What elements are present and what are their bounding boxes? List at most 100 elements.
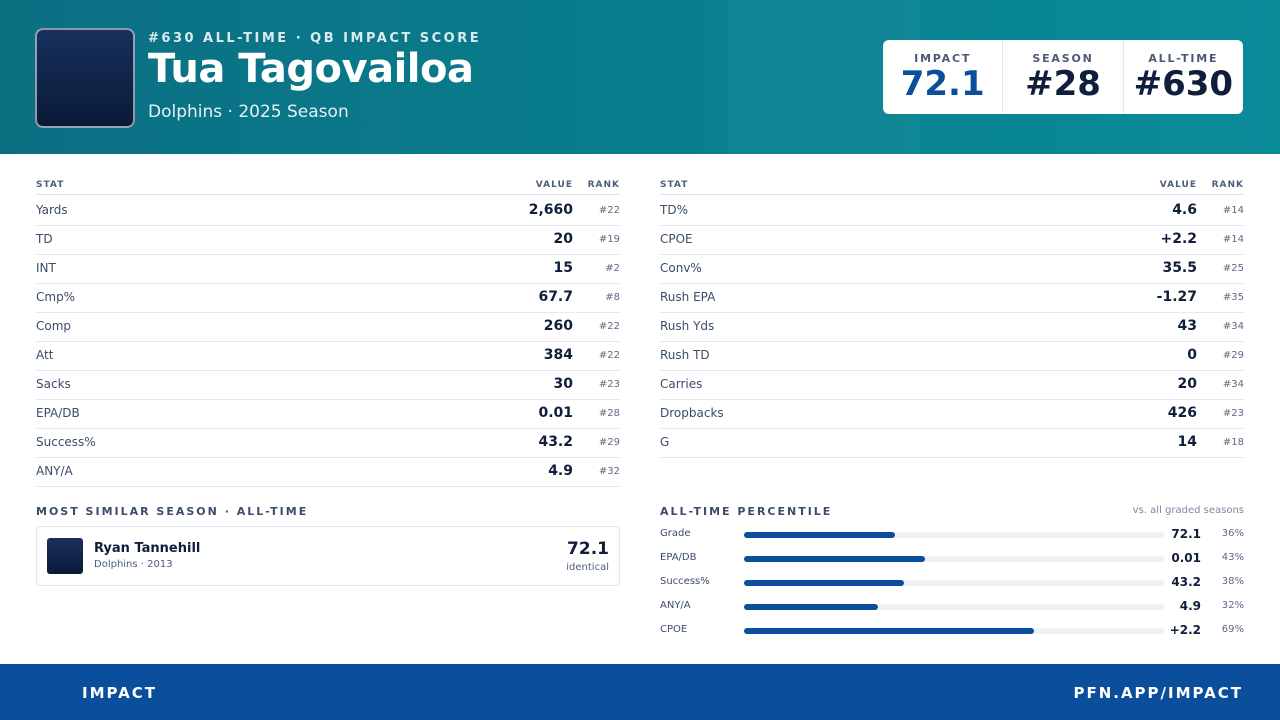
stat-value: 4.6 xyxy=(1172,202,1197,218)
stat-rank: #29 xyxy=(598,437,620,448)
header-rule xyxy=(36,194,620,195)
similar-name: Ryan Tannehill xyxy=(94,541,201,556)
stat-row xyxy=(660,196,1244,226)
stat-label: Cmp% xyxy=(36,290,76,304)
stat-rank: #2 xyxy=(605,263,620,274)
stat-rank: #14 xyxy=(1222,234,1244,245)
stat-row xyxy=(36,254,620,284)
stat-value: 20 xyxy=(553,231,573,247)
stat-rank: #19 xyxy=(598,234,620,245)
percentile-value: 0.01 xyxy=(1171,551,1201,565)
stat-label: Rush Yds xyxy=(660,319,715,333)
percentile-label: CPOE xyxy=(660,624,688,635)
stat-row xyxy=(36,196,620,226)
stat-value: 0.01 xyxy=(538,405,573,421)
stat-rank: #23 xyxy=(598,379,620,390)
stat-value: 0 xyxy=(1187,347,1197,363)
stat-rank: #29 xyxy=(1222,350,1244,361)
stat-row xyxy=(660,283,1244,313)
stat-label: INT xyxy=(36,261,56,275)
stat-row xyxy=(660,370,1244,400)
percentile-track xyxy=(744,604,1164,610)
percentile-value: 43.2 xyxy=(1171,575,1201,589)
stat-label: Conv% xyxy=(660,261,702,275)
stat-label: Rush EPA xyxy=(660,290,716,304)
stat-rank: #8 xyxy=(605,292,620,303)
stat-label: Rush TD xyxy=(660,348,710,362)
stat-rank: #34 xyxy=(1222,321,1244,332)
stat-rank: #22 xyxy=(598,205,620,216)
percentile-bar xyxy=(744,556,925,562)
percentile-pct: 38% xyxy=(1221,576,1244,587)
stat-value: 384 xyxy=(543,347,573,363)
stat-row xyxy=(660,225,1244,255)
score-label: ALL-TIME xyxy=(1148,52,1219,65)
percentile-label: EPA/DB xyxy=(660,552,697,563)
footer-link: PFN.APP/IMPACT xyxy=(1073,684,1243,702)
percentile-bar xyxy=(744,628,1034,634)
score-label: IMPACT xyxy=(914,52,972,65)
stat-row xyxy=(660,341,1244,371)
similar-score: 72.1 xyxy=(567,539,609,559)
stat-row xyxy=(36,225,620,255)
percentile-pct: 36% xyxy=(1221,528,1244,539)
score-cell: ALL-TIME #630 xyxy=(1124,40,1243,114)
score-value: #630 xyxy=(1133,64,1234,104)
percentile-bar xyxy=(744,604,879,610)
stat-label: Carries xyxy=(660,377,703,391)
stat-rank: #18 xyxy=(1222,437,1244,448)
stat-row xyxy=(660,428,1244,458)
player-name: Tua Tagovailoa xyxy=(148,46,474,92)
stat-rank: #22 xyxy=(598,350,620,361)
stat-value: -1.27 xyxy=(1156,289,1197,305)
footer: IMPACT PFN.APP/IMPACT xyxy=(0,664,1280,720)
percentile-label: Grade xyxy=(660,528,691,539)
stat-label: EPA/DB xyxy=(36,406,80,420)
score-value: 72.1 xyxy=(900,64,985,104)
section-title: MOST SIMILAR SEASON · ALL-TIME xyxy=(36,505,309,518)
stat-value: 20 xyxy=(1177,376,1197,392)
stat-label: Yards xyxy=(36,203,68,217)
column-header: RANK xyxy=(1211,180,1244,190)
stat-label: Dropbacks xyxy=(660,406,724,420)
stat-label: TD% xyxy=(660,203,688,217)
column-header: STAT xyxy=(36,180,65,190)
stat-value: 14 xyxy=(1177,434,1197,450)
stat-rank: #32 xyxy=(598,466,620,477)
header-rule xyxy=(660,194,1244,195)
stat-value: 30 xyxy=(553,376,573,392)
stat-rank: #25 xyxy=(1222,263,1244,274)
score-cell: IMPACT 72.1 xyxy=(883,40,1004,114)
stat-label: G xyxy=(660,435,670,449)
stat-value: 260 xyxy=(543,318,573,334)
stat-row xyxy=(36,428,620,458)
stat-row xyxy=(36,399,620,429)
stat-rank: #22 xyxy=(598,321,620,332)
percentile-value: 4.9 xyxy=(1179,599,1201,613)
subtitle: Dolphins · 2025 Season xyxy=(148,102,349,122)
stat-rank: #35 xyxy=(1222,292,1244,303)
percentile-bar xyxy=(744,580,904,586)
stat-label: CPOE xyxy=(660,232,693,246)
column-header: VALUE xyxy=(1159,180,1197,190)
stat-value: 15 xyxy=(553,260,573,276)
similar-detail: Dolphins · 2013 xyxy=(94,559,173,570)
similar-note: identical xyxy=(566,562,609,573)
avatar xyxy=(35,28,135,128)
similar-avatar xyxy=(47,538,83,574)
percentile-label: Success% xyxy=(660,576,710,587)
stat-value: 67.7 xyxy=(538,289,573,305)
percentile-value: +2.2 xyxy=(1169,623,1201,637)
stat-value: +2.2 xyxy=(1160,231,1197,247)
stat-label: Success% xyxy=(36,435,96,449)
stat-value: 43.2 xyxy=(538,434,573,450)
supertitle: #630 ALL-TIME · QB IMPACT SCORE xyxy=(148,31,482,46)
stat-label: TD xyxy=(36,232,53,246)
stat-label: Comp xyxy=(36,319,72,333)
percentile-track xyxy=(744,532,1164,538)
stat-row xyxy=(36,312,620,342)
stat-label: ANY/A xyxy=(36,464,73,478)
stat-row xyxy=(36,370,620,400)
similar-card: Ryan Tannehill Dolphins · 2013 72.1 iden… xyxy=(36,526,620,586)
column-header: STAT xyxy=(660,180,689,190)
